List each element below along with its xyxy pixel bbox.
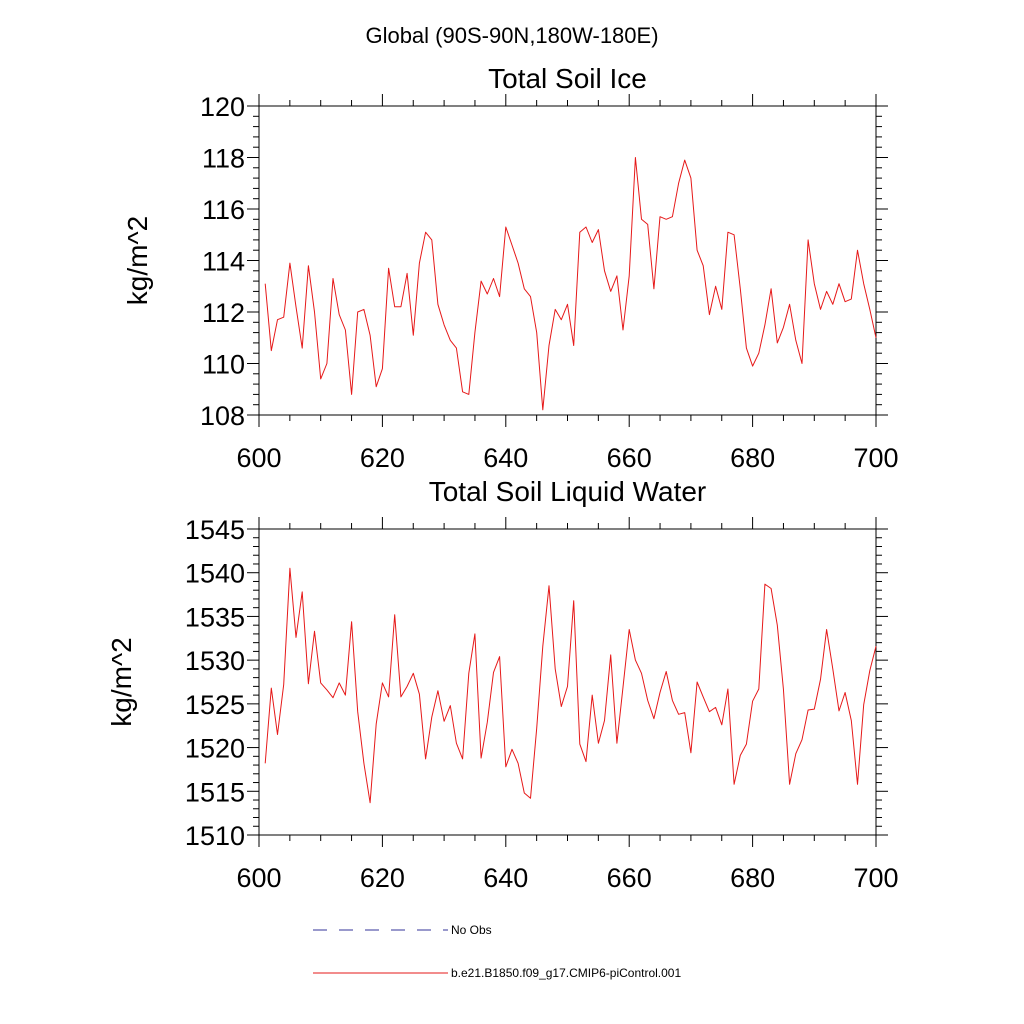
total-soil-ice-y-tick-label: 112 <box>202 298 245 328</box>
total-soil-liquid-water-title: Total Soil Liquid Water <box>429 476 707 507</box>
total-soil-liquid-water-y-tick-label: 1535 <box>185 602 245 632</box>
total-soil-ice-y-tick-label: 108 <box>200 401 245 431</box>
total-soil-liquid-water-y-axis-label: kg/m^2 <box>106 637 137 726</box>
total-soil-liquid-water-y-tick-label: 1545 <box>185 515 245 545</box>
total-soil-ice-y-axis-label: kg/m^2 <box>122 216 153 305</box>
total-soil-ice-x-tick-label: 680 <box>730 443 775 473</box>
total-soil-ice-x-tick-label: 600 <box>236 443 281 473</box>
total-soil-liquid-water-x-tick-label: 680 <box>730 863 775 893</box>
total-soil-liquid-water-y-tick-label: 1515 <box>185 777 245 807</box>
total-soil-ice-y-tick-label: 120 <box>200 92 245 122</box>
total-soil-liquid-water-series-line <box>264 567 877 804</box>
total-soil-liquid-water-y-tick-label: 1525 <box>185 690 245 720</box>
total-soil-ice-series-line <box>264 157 877 411</box>
total-soil-liquid-water-x-tick-label: 700 <box>853 863 898 893</box>
total-soil-liquid-water-x-tick-label: 640 <box>483 863 528 893</box>
total-soil-liquid-water-x-tick-label: 620 <box>360 863 405 893</box>
legend-no-obs-label: No Obs <box>451 923 492 937</box>
soil-ice-panel: Total Soil Ice kg/m^2 600 620 640 660 680 700 10… <box>122 63 899 473</box>
total-soil-ice-y-tick-label: 114 <box>202 247 245 277</box>
total-soil-liquid-water-y-tick-label: 1540 <box>185 559 245 589</box>
total-soil-ice-x-tick-label: 620 <box>360 443 405 473</box>
total-soil-liquid-water-y-tick-label: 1520 <box>185 734 245 764</box>
total-soil-ice-y-tick-label: 116 <box>202 195 245 225</box>
total-soil-ice-x-tick-label: 660 <box>607 443 652 473</box>
legend-model-label: b.e21.B1850.f09_g17.CMIP6-piControl.001 <box>451 966 681 980</box>
soil-liquid-water-panel: Total Soil Liquid Water kg/m^2 600 620 640 66… <box>106 476 899 893</box>
legend: No Obs b.e21.B1850.f09_g17.CMIP6-piContr… <box>313 923 681 980</box>
total-soil-ice-title: Total Soil Ice <box>488 63 647 94</box>
total-soil-liquid-water-x-tick-label: 660 <box>607 863 652 893</box>
total-soil-ice-x-tick-label: 640 <box>483 443 528 473</box>
total-soil-liquid-water-x-tick-label: 600 <box>236 863 281 893</box>
total-soil-ice-y-tick-label: 118 <box>202 144 245 174</box>
total-soil-ice-y-tick-label: 110 <box>202 350 245 380</box>
total-soil-liquid-water-y-tick-label: 1530 <box>185 646 245 676</box>
total-soil-liquid-water-y-tick-label: 1510 <box>185 821 245 851</box>
total-soil-ice-plot-frame <box>258 105 877 416</box>
total-soil-ice-x-tick-label: 700 <box>853 443 898 473</box>
figure-title: Global (90S-90N,180W-180E) <box>365 23 658 48</box>
